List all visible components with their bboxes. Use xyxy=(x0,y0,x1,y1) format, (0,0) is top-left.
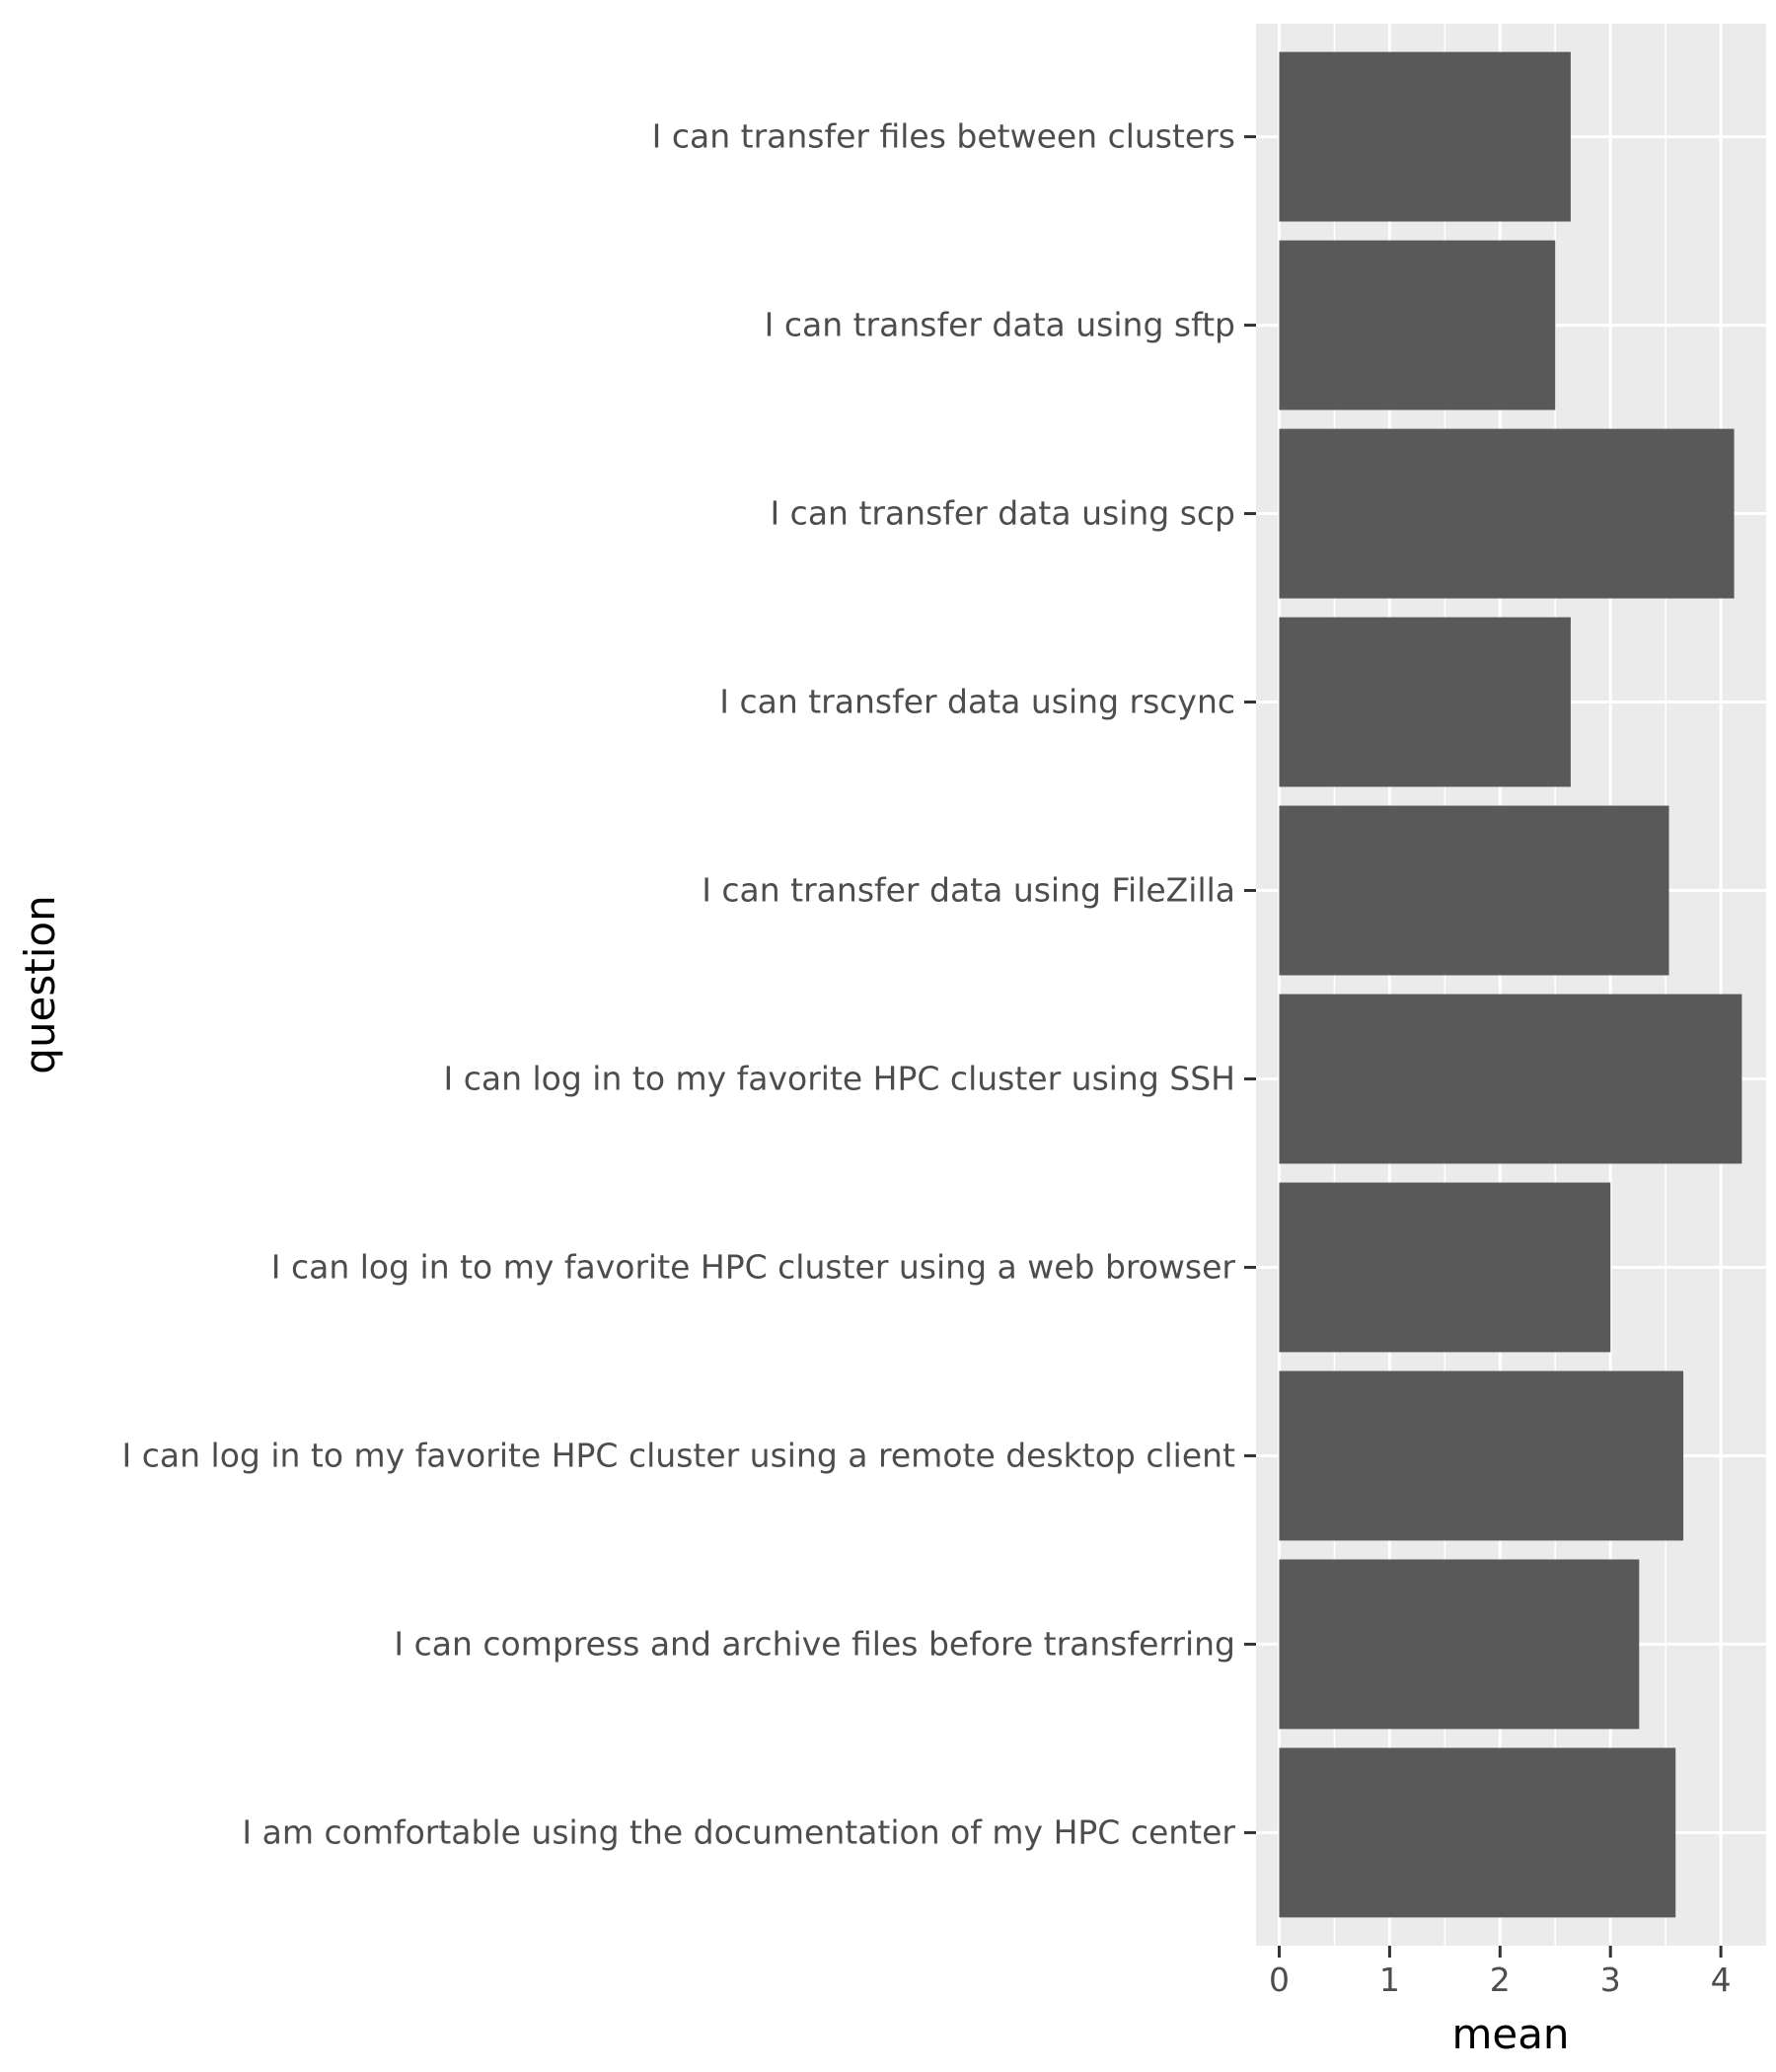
bar xyxy=(1279,428,1735,599)
bar xyxy=(1279,805,1669,976)
bar xyxy=(1279,1559,1640,1730)
y-tick-label: I can transfer files between clusters xyxy=(652,117,1235,156)
bars xyxy=(1279,51,1742,1918)
x-tick-label: 0 xyxy=(1269,1961,1290,1999)
y-axis-title: question xyxy=(16,895,64,1073)
y-tick-label: I can transfer data using FileZilla xyxy=(702,871,1235,910)
y-tick-label: I can log in to my favorite HPC cluster … xyxy=(122,1436,1236,1474)
y-tick-label: I am comfortable using the documentation… xyxy=(242,1813,1235,1851)
x-axis-ticks: 0 1 2 3 4 xyxy=(1269,1946,1732,1999)
x-tick-label: 2 xyxy=(1490,1961,1511,1999)
bar xyxy=(1279,240,1556,410)
y-tick-label: I can compress and archive files before … xyxy=(394,1624,1235,1663)
y-tick-label: I can log in to my favorite HPC cluster … xyxy=(444,1059,1235,1097)
bar xyxy=(1279,1370,1684,1541)
x-tick-label: 1 xyxy=(1379,1961,1400,1999)
bar xyxy=(1279,51,1571,222)
y-tick-label: I can transfer data using rscync xyxy=(719,683,1235,721)
y-tick-label: I can transfer data using scp xyxy=(770,494,1235,533)
y-tick-label: I can log in to my favorite HPC cluster … xyxy=(271,1247,1236,1286)
bar xyxy=(1279,994,1742,1164)
bar xyxy=(1279,1182,1611,1353)
x-axis-title: mean xyxy=(1451,2010,1569,2058)
y-axis-labels: I can transfer files between clusters I c… xyxy=(122,117,1256,1851)
bar xyxy=(1279,617,1571,787)
y-tick-label: I can transfer data using sftp xyxy=(765,306,1235,344)
bar xyxy=(1279,1747,1676,1918)
x-tick-label: 4 xyxy=(1711,1961,1732,1999)
x-tick-label: 3 xyxy=(1600,1961,1621,1999)
